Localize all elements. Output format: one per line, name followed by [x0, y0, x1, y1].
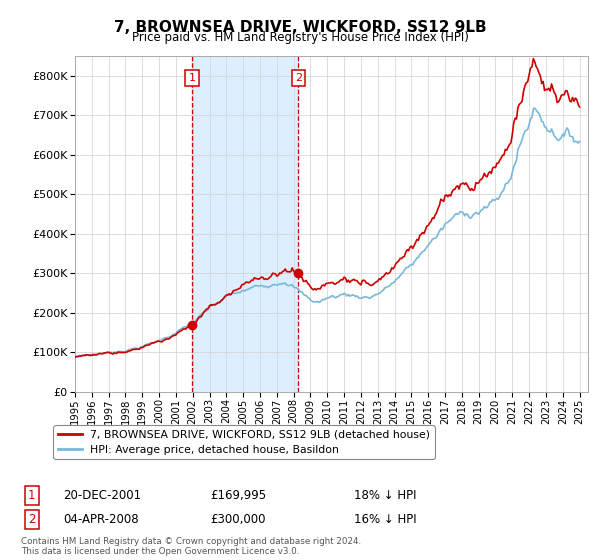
Text: 18% ↓ HPI: 18% ↓ HPI	[354, 489, 416, 502]
Text: £300,000: £300,000	[210, 513, 265, 526]
Text: Price paid vs. HM Land Registry's House Price Index (HPI): Price paid vs. HM Land Registry's House …	[131, 31, 469, 44]
Text: 20-DEC-2001: 20-DEC-2001	[63, 489, 141, 502]
Text: 7, BROWNSEA DRIVE, WICKFORD, SS12 9LB: 7, BROWNSEA DRIVE, WICKFORD, SS12 9LB	[113, 20, 487, 35]
Text: £169,995: £169,995	[210, 489, 266, 502]
Text: 1: 1	[28, 489, 35, 502]
Text: Contains HM Land Registry data © Crown copyright and database right 2024.: Contains HM Land Registry data © Crown c…	[21, 538, 361, 547]
Text: This data is licensed under the Open Government Licence v3.0.: This data is licensed under the Open Gov…	[21, 548, 299, 557]
Text: 2: 2	[28, 513, 35, 526]
Text: 16% ↓ HPI: 16% ↓ HPI	[354, 513, 416, 526]
Legend: 7, BROWNSEA DRIVE, WICKFORD, SS12 9LB (detached house), HPI: Average price, deta: 7, BROWNSEA DRIVE, WICKFORD, SS12 9LB (d…	[53, 426, 434, 459]
Text: 04-APR-2008: 04-APR-2008	[63, 513, 139, 526]
Bar	[192, 56, 298, 392]
Text: 1: 1	[188, 73, 196, 83]
Text: 2: 2	[295, 73, 302, 83]
